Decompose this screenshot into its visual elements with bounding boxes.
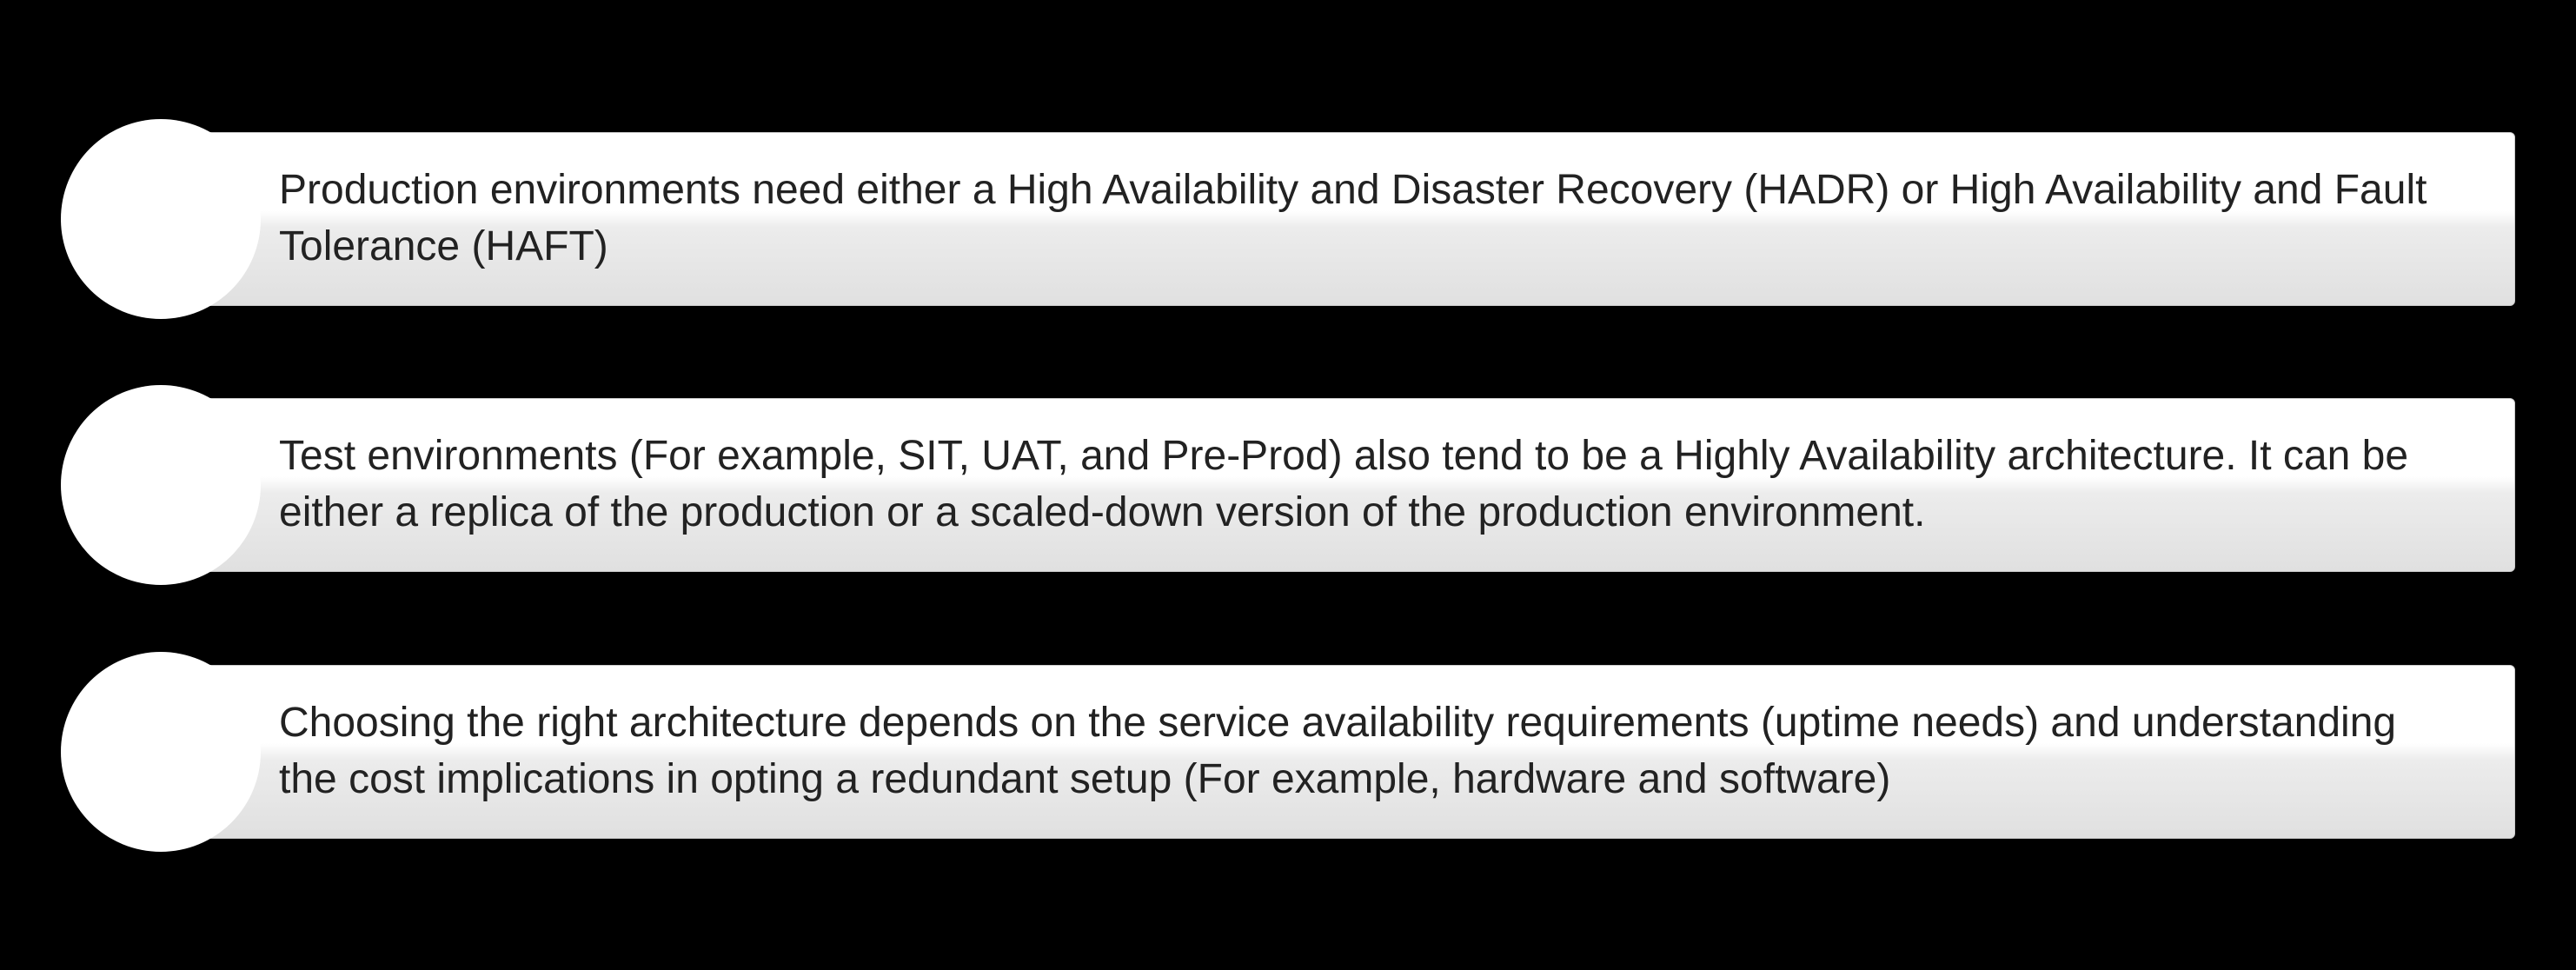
circle-marker-2 bbox=[61, 385, 261, 585]
info-row-2: Test environments (For example, SIT, UAT… bbox=[61, 385, 2515, 585]
circle-marker-3 bbox=[61, 652, 261, 852]
info-row-3: Choosing the right architecture depends … bbox=[61, 652, 2515, 852]
info-row-1: Production environments need either a Hi… bbox=[61, 119, 2515, 319]
circle-marker-1 bbox=[61, 119, 261, 319]
text-box-1: Production environments need either a Hi… bbox=[200, 132, 2515, 306]
text-box-2: Test environments (For example, SIT, UAT… bbox=[200, 398, 2515, 572]
text-content-1: Production environments need either a Hi… bbox=[279, 163, 2462, 276]
text-content-3: Choosing the right architecture depends … bbox=[279, 695, 2462, 808]
text-box-3: Choosing the right architecture depends … bbox=[200, 665, 2515, 839]
text-content-2: Test environments (For example, SIT, UAT… bbox=[279, 429, 2462, 541]
